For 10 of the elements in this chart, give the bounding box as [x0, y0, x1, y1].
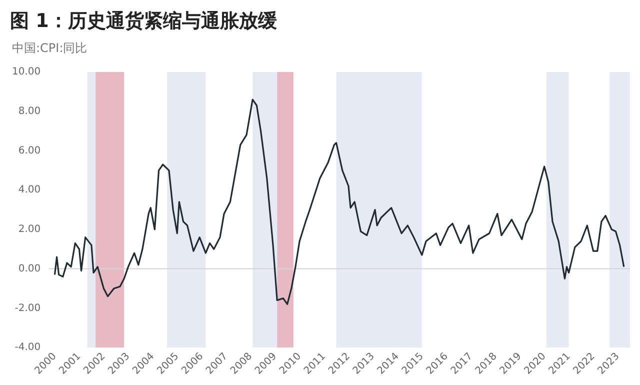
y-tick-label: 2.00	[18, 224, 41, 236]
chart-subtitle: 中国:CPI:同比	[12, 40, 88, 57]
y-tick-label: 0.00	[18, 263, 41, 274]
y-tick-label: -2.00	[14, 302, 41, 314]
y-tick-label: 10.00	[12, 66, 41, 78]
chart-title: 图 1：历史通货紧缩与通胀放缓	[10, 9, 277, 34]
y-tick-label: -4.00	[14, 342, 41, 354]
y-tick-label: 4.00	[18, 184, 41, 196]
y-tick-label: 8.00	[18, 106, 41, 117]
y-tick-label: 6.00	[18, 145, 41, 156]
